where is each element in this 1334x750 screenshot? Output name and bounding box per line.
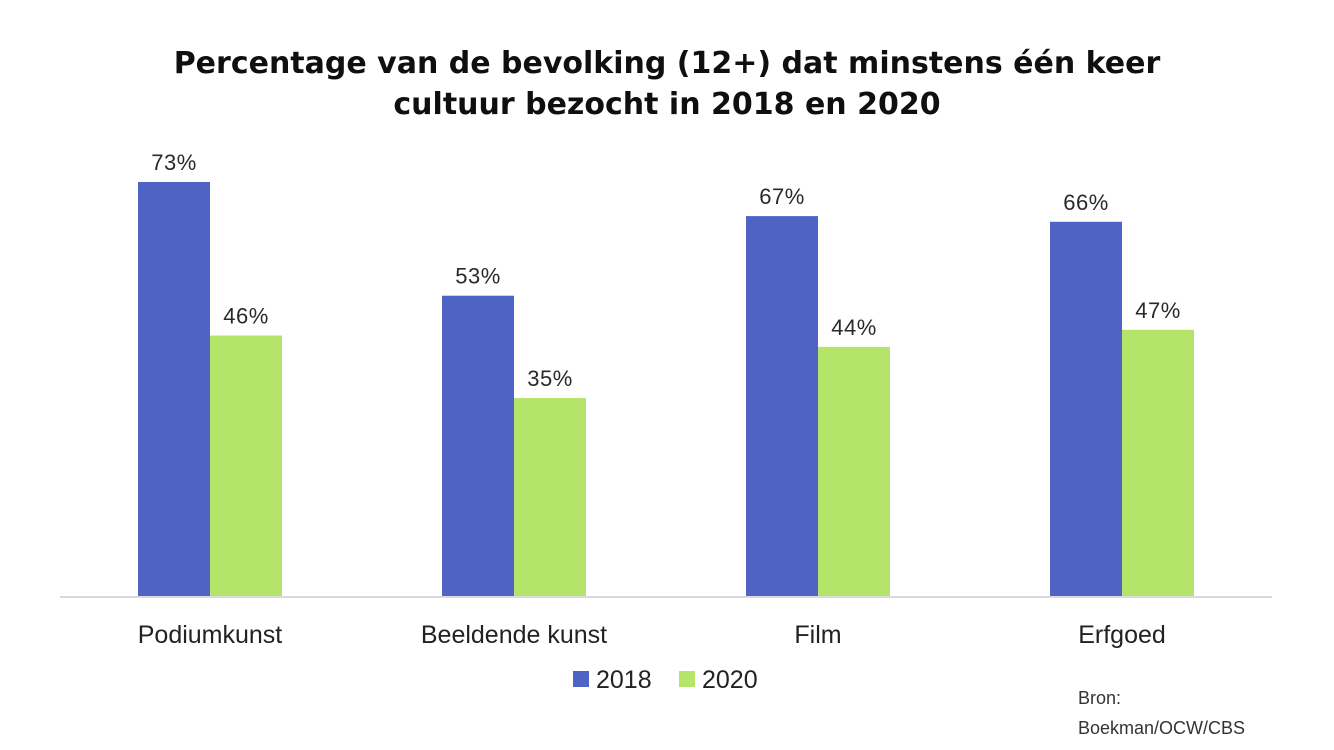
- category-label-0: Podiumkunst: [138, 621, 283, 649]
- source-value: Boekman/OCW/CBS: [1078, 718, 1246, 738]
- legend-label-2020: 2020: [702, 666, 758, 694]
- bar-2020-3: [1122, 329, 1194, 597]
- source-label: Bron:: [1078, 688, 1122, 708]
- bar-2020-2: [818, 346, 890, 597]
- bar-2020-1: [514, 398, 586, 597]
- bar-2018-3: [1050, 221, 1122, 597]
- data-label-2018-0: 73%: [151, 150, 197, 175]
- data-label-2018-2: 67%: [759, 184, 805, 209]
- legend-swatch-2018: [573, 671, 589, 687]
- bar-2018-0: [138, 182, 210, 597]
- data-label-2020-3: 47%: [1135, 298, 1181, 323]
- data-label-2020-2: 44%: [831, 315, 877, 340]
- bar-2018-2: [746, 216, 818, 597]
- category-labels-layer: Podiumkunst Beeldende kunst Film Erfgoed: [138, 621, 1166, 649]
- value-labels-layer: 73% 46% 53% 35% 67% 44% 66% 47%: [151, 150, 1181, 391]
- legend: 2018 2020: [573, 666, 758, 694]
- legend-label-2018: 2018: [596, 666, 652, 694]
- category-label-2: Film: [794, 621, 841, 649]
- chart-title-line-1: Percentage van de bevolking (12+) dat mi…: [174, 46, 1161, 81]
- category-label-3: Erfgoed: [1078, 621, 1166, 649]
- data-label-2018-3: 66%: [1063, 190, 1109, 215]
- bars-layer: [138, 182, 1194, 597]
- bar-2020-0: [210, 335, 282, 597]
- chart-title-line-2: cultuur bezocht in 2018 en 2020: [393, 87, 940, 122]
- data-label-2020-1: 35%: [527, 366, 573, 391]
- category-label-1: Beeldende kunst: [421, 621, 607, 649]
- data-label-2018-1: 53%: [455, 264, 501, 289]
- bar-2018-1: [442, 295, 514, 597]
- legend-swatch-2020: [679, 671, 695, 687]
- data-label-2020-0: 46%: [223, 303, 269, 328]
- source-note: Bron: Boekman/OCW/CBS: [1078, 683, 1318, 743]
- chart-title: Percentage van de bevolking (12+) dat mi…: [174, 46, 1161, 122]
